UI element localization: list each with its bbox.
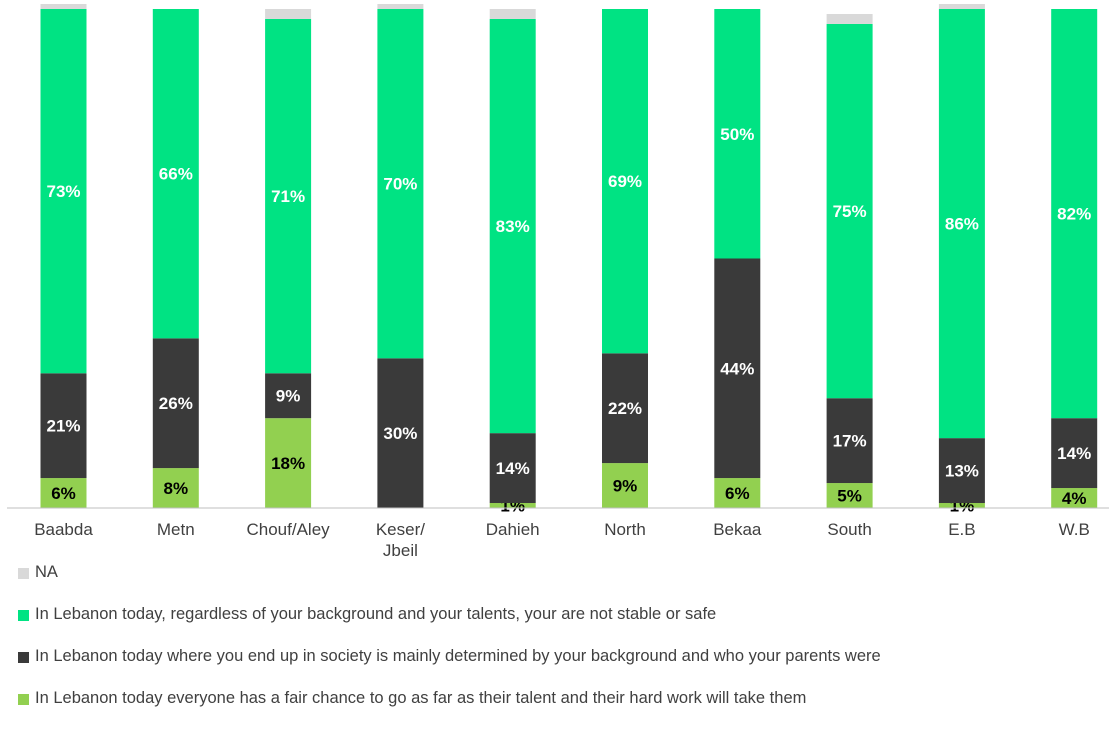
x-tick-label-dahieh: Dahieh [486, 520, 540, 539]
bar-segment-dahieh-series-1 [489, 433, 536, 504]
data-label-e-b-series-2: 86% [945, 215, 979, 234]
data-label-north-series-2: 69% [608, 172, 642, 191]
bar-segment-south-series-0 [826, 483, 873, 508]
legend-label-na: NA [35, 563, 58, 581]
bar-segment-keser-jbeil-series-3 [377, 4, 424, 9]
bar-segment-w-b-series-1 [1051, 418, 1098, 489]
x-tick-label-south: South [827, 520, 871, 539]
bar-segment-w-b-series-2 [1051, 9, 1098, 419]
stacked-bar-chart: 6%21%73%8%26%66%18%9%71%30%70%1%14%83%9%… [7, 4, 1109, 560]
bar-segment-baabda-series-1 [40, 373, 87, 479]
bar-segment-metn-series-2 [152, 9, 199, 339]
bars-group: 6%21%73%8%26%66%18%9%71%30%70%1%14%83%9%… [40, 4, 1098, 516]
x-tick-label-w-b: W.B [1059, 520, 1090, 539]
data-label-bekaa-series-1: 44% [720, 359, 754, 378]
data-label-bekaa-series-0: 6% [725, 484, 750, 503]
bar-segment-dahieh-series-2 [489, 18, 536, 434]
legend-item-not-stable-or-safe: In Lebanon today, regardless of your bac… [18, 604, 1108, 625]
data-label-w-b-series-0: 4% [1062, 489, 1087, 508]
data-label-chouf-aley-series-2: 71% [271, 187, 305, 206]
bar-segment-baabda-series-0 [40, 478, 87, 508]
data-label-keser-jbeil-series-2: 70% [383, 175, 417, 194]
data-label-south-series-0: 5% [837, 487, 862, 506]
data-label-dahieh-series-1: 14% [496, 459, 530, 478]
legend-item-fair-chance: In Lebanon today everyone has a fair cha… [18, 688, 1108, 709]
data-label-metn-series-2: 66% [159, 165, 193, 184]
bar-segment-e-b-series-3 [938, 4, 985, 9]
legend-swatch-na [18, 568, 29, 579]
data-label-bekaa-series-2: 50% [720, 125, 754, 144]
x-tick-label-north: North [604, 520, 646, 539]
data-label-dahieh-series-2: 83% [496, 217, 530, 236]
x-tick-label-bekaa: Bekaa [713, 520, 762, 539]
x-tick-label-chouf-aley: Chouf/Aley [247, 520, 331, 539]
bar-segment-chouf-aley-series-2 [265, 18, 312, 374]
data-label-w-b-series-2: 82% [1057, 205, 1091, 224]
bar-segment-bekaa-series-2 [714, 9, 761, 259]
data-label-metn-series-1: 26% [159, 394, 193, 413]
bar-segment-north-series-0 [602, 463, 648, 508]
x-tick-label-keser-jbeil: Keser/Jbeil [376, 520, 425, 560]
bar-segment-south-series-2 [826, 23, 873, 399]
category-labels: Baabda Metn Chouf/Aley Keser/Jbeil Dahieh Nor… [34, 520, 1090, 560]
data-label-metn-series-0: 8% [164, 479, 189, 498]
bar-segment-baabda-series-2 [40, 9, 87, 374]
legend-swatch-determined-by-background [18, 652, 29, 663]
bar-segment-chouf-aley-series-0 [265, 418, 312, 508]
x-tick-label-e-b: E.B [948, 520, 975, 539]
legend-label-determined-by-background: In Lebanon today where you end up in soc… [35, 647, 881, 665]
data-label-baabda-series-1: 21% [46, 417, 80, 436]
bar-segment-metn-series-0 [152, 468, 199, 508]
data-label-chouf-aley-series-1: 9% [276, 387, 301, 406]
data-label-e-b-series-1: 13% [945, 462, 979, 481]
bar-segment-south-series-3 [826, 13, 873, 24]
bar-segment-bekaa-series-0 [714, 478, 761, 508]
legend-label-not-stable-or-safe: In Lebanon today, regardless of your bac… [35, 605, 717, 623]
bar-segment-dahieh-series-0 [489, 503, 536, 508]
bar-segment-bekaa-series-1 [714, 258, 761, 479]
legend-item-determined-by-background: In Lebanon today where you end up in soc… [18, 646, 1108, 667]
legend-swatch-fair-chance [18, 694, 29, 705]
x-tick-label-baabda: Baabda [34, 520, 93, 539]
data-label-keser-jbeil-series-1: 30% [383, 424, 417, 443]
bar-segment-north-series-1 [602, 353, 648, 464]
data-label-north-series-0: 9% [613, 477, 638, 496]
bar-segment-e-b-series-2 [938, 9, 985, 439]
legend-label-fair-chance: In Lebanon today everyone has a fair cha… [35, 689, 807, 707]
bar-segment-baabda-series-3 [40, 4, 87, 9]
legend-item-na: NA [18, 562, 1108, 583]
x-tick-label-metn: Metn [157, 520, 195, 539]
data-label-south-series-1: 17% [833, 432, 867, 451]
bar-segment-w-b-series-0 [1051, 488, 1098, 508]
bar-segment-south-series-1 [826, 398, 873, 484]
data-label-north-series-1: 22% [608, 399, 642, 418]
data-label-baabda-series-0: 6% [51, 484, 76, 503]
bar-segment-dahieh-series-3 [489, 9, 536, 19]
bar-segment-chouf-aley-series-3 [265, 9, 312, 19]
data-label-baabda-series-2: 73% [46, 182, 80, 201]
data-label-chouf-aley-series-0: 18% [271, 454, 305, 473]
bar-segment-keser-jbeil-series-2 [377, 9, 424, 359]
legend-swatch-not-stable-or-safe [18, 610, 29, 621]
legend: NA In Lebanon today, regardless of your … [18, 562, 1108, 730]
bar-segment-metn-series-1 [152, 338, 199, 469]
bar-segment-keser-jbeil-series-1 [377, 358, 424, 508]
bar-segment-north-series-2 [602, 9, 648, 354]
data-label-south-series-2: 75% [833, 202, 867, 221]
data-label-w-b-series-1: 14% [1057, 444, 1091, 463]
bar-segment-chouf-aley-series-1 [265, 373, 312, 419]
bar-segment-e-b-series-1 [938, 438, 985, 504]
bar-segment-e-b-series-0 [938, 503, 985, 508]
